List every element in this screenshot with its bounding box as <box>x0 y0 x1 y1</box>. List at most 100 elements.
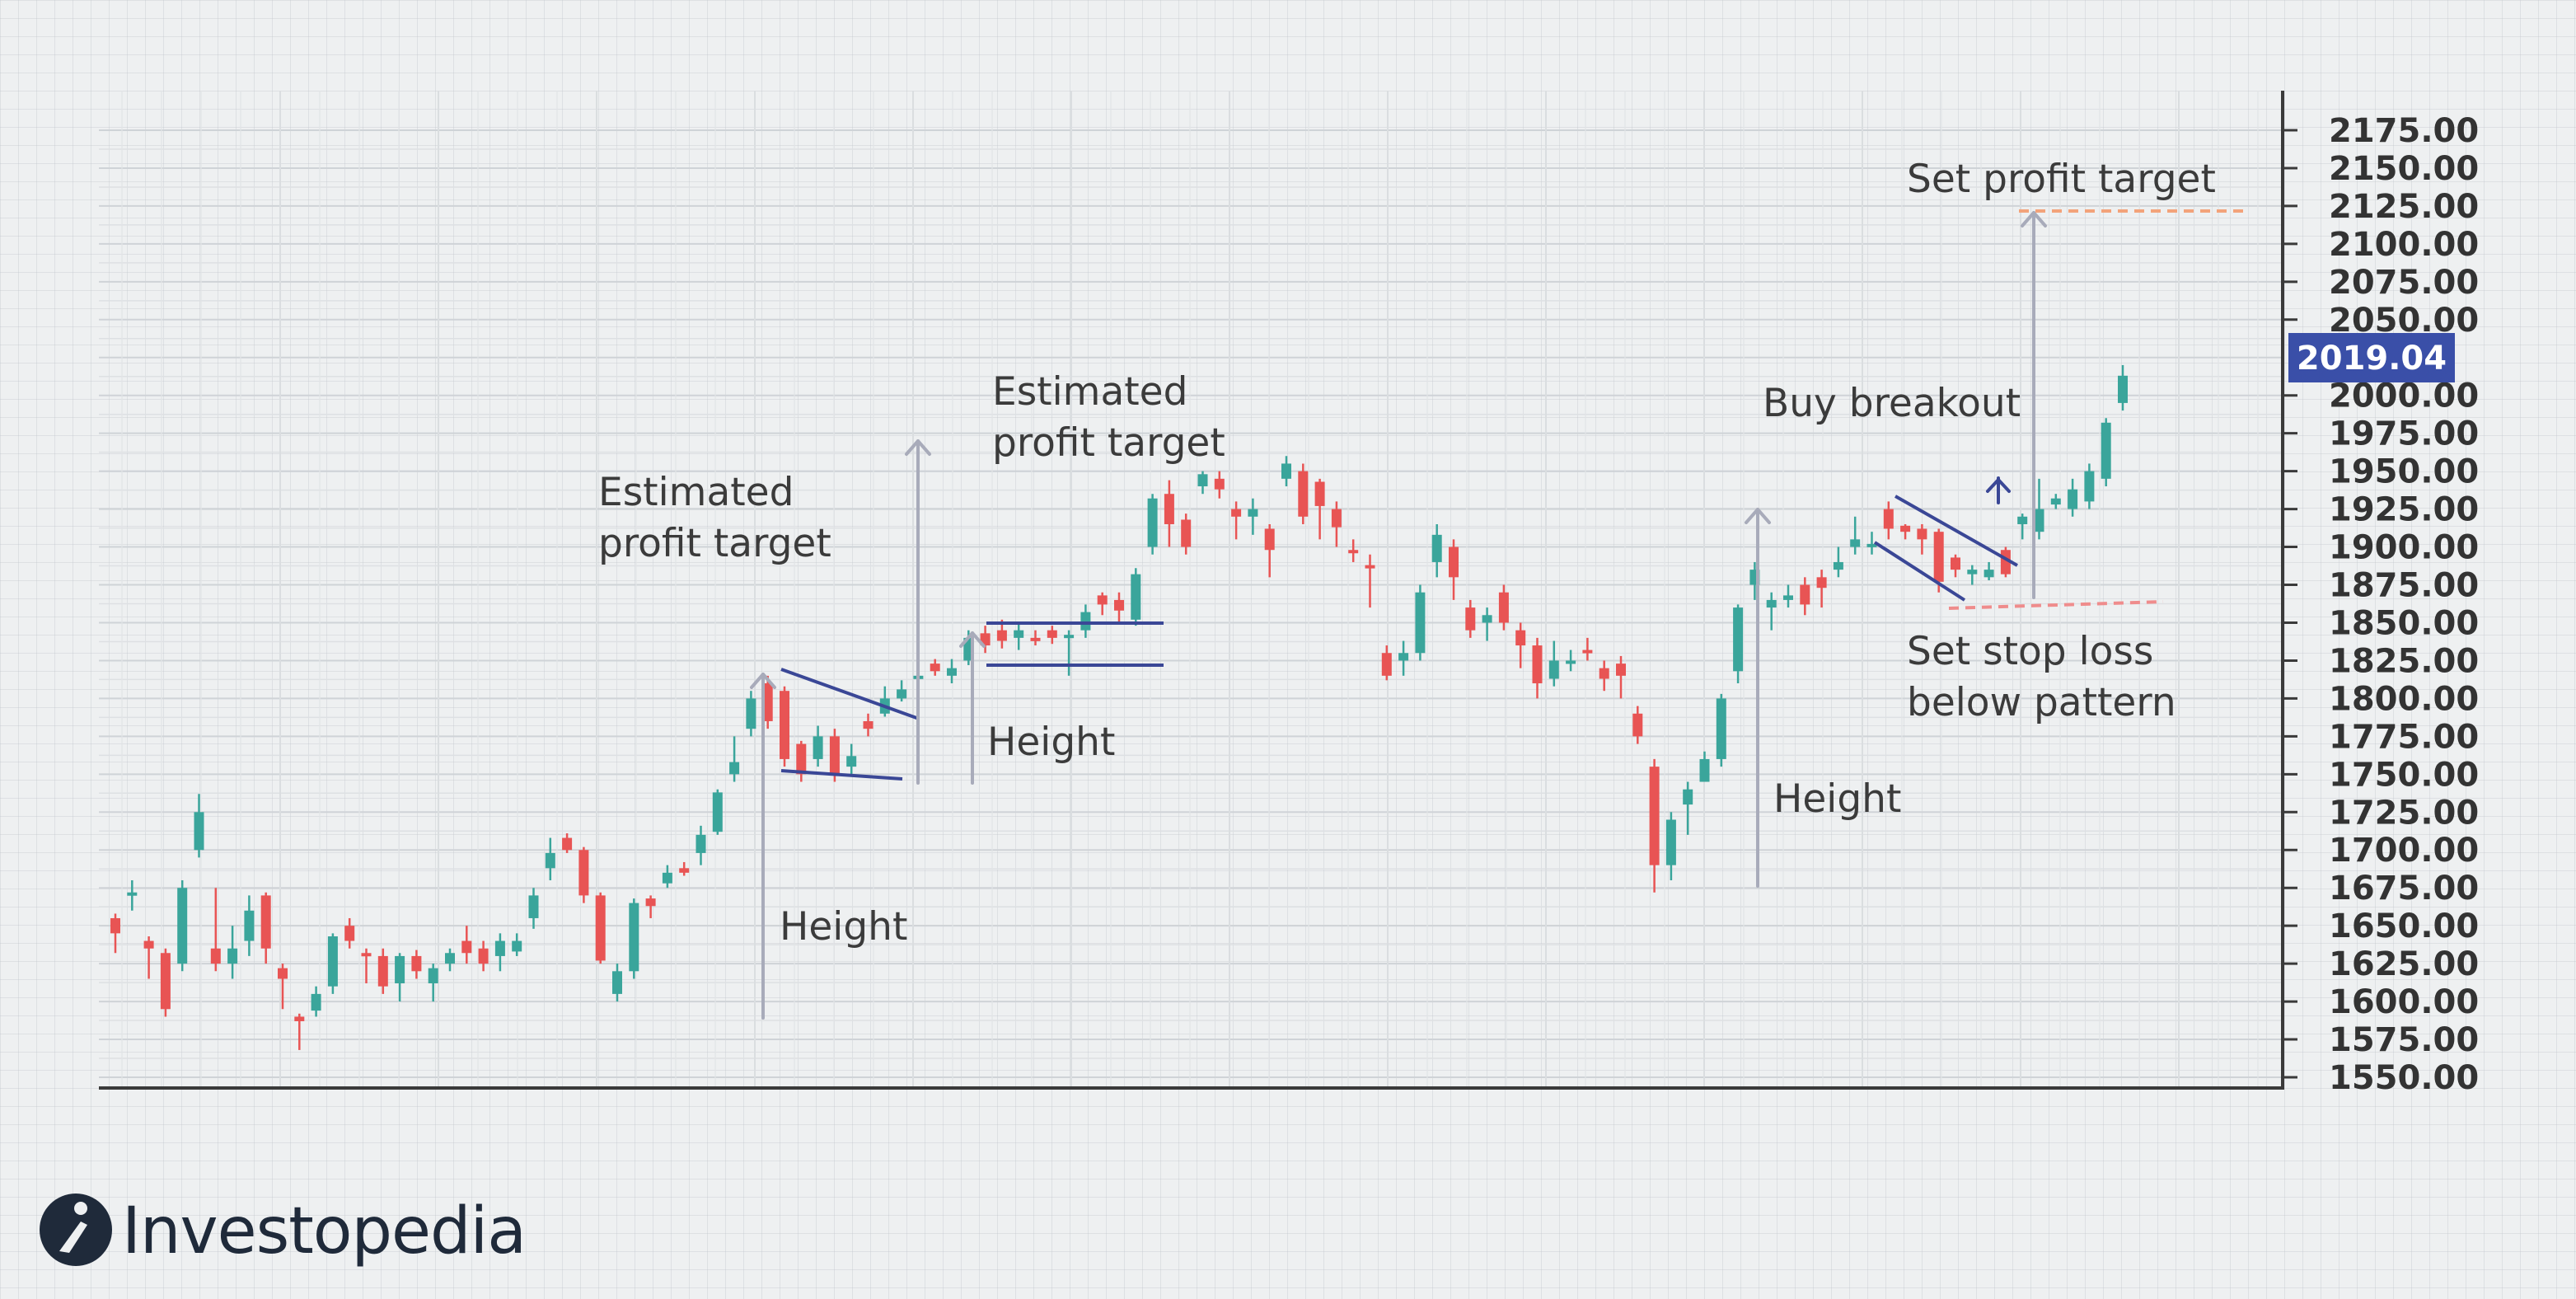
candle-up <box>813 725 823 767</box>
candle-body <box>1566 660 1576 664</box>
candle-up <box>846 743 857 775</box>
candle-body <box>1733 607 1744 672</box>
candle-down <box>1331 501 1342 547</box>
candle-up <box>2068 478 2078 517</box>
candle-down <box>143 936 154 979</box>
candle-body <box>1850 539 1861 547</box>
candle-up <box>227 926 238 979</box>
candle-body <box>461 940 472 954</box>
candle-body <box>177 888 188 964</box>
candle-down <box>1599 660 1609 692</box>
candle-up <box>1131 568 1141 626</box>
candle-down <box>1883 501 1894 540</box>
candle-body <box>1699 758 1710 782</box>
set-profit-target-label: Set profit target <box>1907 157 2216 202</box>
y-tick-label: 1575.00 <box>2329 1021 2479 1059</box>
candle-down <box>679 861 690 876</box>
candle-down <box>980 626 991 654</box>
flag-lower-line <box>1873 541 1966 602</box>
y-tick-label: 1700.00 <box>2329 832 2479 870</box>
candle-down <box>1900 523 1911 540</box>
candle-down <box>210 888 221 972</box>
candle-up <box>696 825 706 865</box>
candle-up <box>1431 523 1442 578</box>
candle-up <box>1482 607 1492 641</box>
y-axis-ticks: 2175.002150.002125.002100.002075.002050.… <box>2283 112 2479 1097</box>
rectangle-target-label-line2: profit target <box>992 420 1225 466</box>
flag-height-label: Height <box>1773 776 1901 822</box>
candle-up <box>494 933 505 972</box>
candle-body <box>1599 668 1609 679</box>
candle-body <box>2050 498 2061 505</box>
candle-down <box>1231 501 1242 540</box>
candle-down <box>1951 554 1960 578</box>
candle-body <box>1080 612 1091 631</box>
candle-down <box>1582 637 1593 661</box>
candle-up <box>2101 418 2111 487</box>
candle-up <box>1566 650 1576 672</box>
candle-up <box>947 659 957 684</box>
candle-body <box>445 953 455 964</box>
candle-body <box>679 868 690 873</box>
candle-up <box>1248 498 1258 535</box>
flag-height-arrow <box>1745 508 1771 888</box>
candle-up <box>127 880 138 911</box>
candle-up <box>1833 546 1843 578</box>
candle-body <box>897 689 907 699</box>
candle-body <box>494 940 505 956</box>
investopedia-logo-icon <box>40 1193 112 1266</box>
rectangle-height-arrow <box>959 631 986 785</box>
candle-body <box>294 1016 305 1021</box>
candle-up <box>1665 812 1676 881</box>
candle-body <box>1431 534 1442 562</box>
buy-breakout-arrow <box>1986 476 2011 504</box>
candle-body <box>780 691 789 759</box>
candle-up <box>1147 494 1158 555</box>
candle-down <box>344 917 355 949</box>
candle-body <box>1248 509 1258 517</box>
candle-body <box>662 872 672 884</box>
pennant-height-arrow <box>750 673 776 1020</box>
candle-body <box>1532 645 1543 684</box>
candle-up <box>1014 622 1024 650</box>
candlestick-series <box>110 364 2128 1050</box>
candle-down <box>1214 471 1225 499</box>
candle-body <box>930 664 940 672</box>
candle-body <box>1582 650 1593 654</box>
candle-up <box>194 794 204 858</box>
candle-body <box>829 736 840 775</box>
candle-up <box>1683 781 1693 835</box>
candle-body <box>160 953 171 1010</box>
candle-body <box>796 743 807 775</box>
candle-down <box>863 713 873 737</box>
candle-down <box>762 675 773 729</box>
candle-body <box>1816 577 1827 589</box>
candle-down <box>110 913 120 954</box>
candle-up <box>1766 592 1777 631</box>
candle-body <box>1064 635 1075 639</box>
candle-body <box>395 955 405 984</box>
candle-body <box>578 850 589 896</box>
candle-down <box>1515 622 1526 668</box>
candle-body <box>1014 630 1024 638</box>
candle-body <box>1365 565 1375 569</box>
candle-down <box>278 964 288 1010</box>
buy-breakout-label: Buy breakout <box>1763 381 2021 426</box>
pennant-lower-trendline <box>780 769 903 781</box>
candle-body <box>327 936 338 987</box>
candle-down <box>1181 514 1192 555</box>
candle-up <box>445 948 455 972</box>
y-tick-label: 1825.00 <box>2329 642 2479 680</box>
candle-down <box>361 948 372 984</box>
candle-down <box>1365 554 1375 608</box>
candle-down <box>377 948 388 994</box>
candle-down <box>1800 577 1810 616</box>
candle-down <box>294 1013 305 1050</box>
candle-body <box>629 903 639 972</box>
candle-body <box>1883 509 1894 529</box>
candle-body <box>110 917 120 934</box>
candle-up <box>712 789 723 835</box>
candle-up <box>2084 463 2095 509</box>
candle-body <box>1716 698 1726 759</box>
